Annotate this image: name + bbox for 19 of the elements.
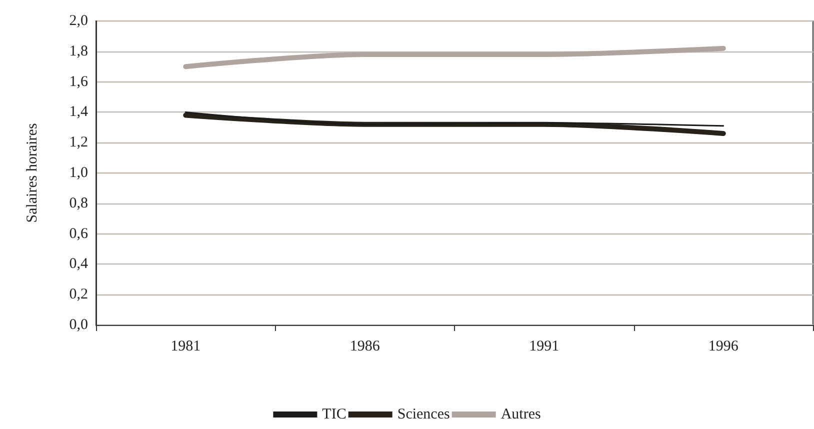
y-tick-label: 0,6	[69, 226, 88, 242]
legend-label: Autres	[500, 406, 541, 422]
y-tick-label: 0,2	[69, 286, 88, 303]
x-tick-label: 1991	[529, 338, 560, 354]
y-tick-label: 0,4	[69, 256, 88, 272]
legend-label: Sciences	[397, 406, 450, 422]
y-tick-label: 1,8	[69, 43, 88, 60]
y-tick-label: 1,4	[69, 104, 88, 120]
y-tick-label: 1,6	[69, 74, 88, 90]
y-tick-label: 0,8	[69, 195, 88, 212]
x-tick-label: 1996	[708, 338, 739, 354]
y-tick-label: 2,0	[69, 13, 88, 29]
x-tick-label: 1981	[170, 338, 201, 354]
y-tick-label: 1,2	[69, 134, 88, 151]
x-tick-label: 1986	[350, 338, 380, 354]
y-tick-label: 1,0	[69, 165, 88, 181]
y-axis-title: Salaires horaires	[24, 123, 40, 223]
legend-label: TIC	[322, 406, 346, 422]
y-tick-label: 0,0	[69, 317, 88, 333]
